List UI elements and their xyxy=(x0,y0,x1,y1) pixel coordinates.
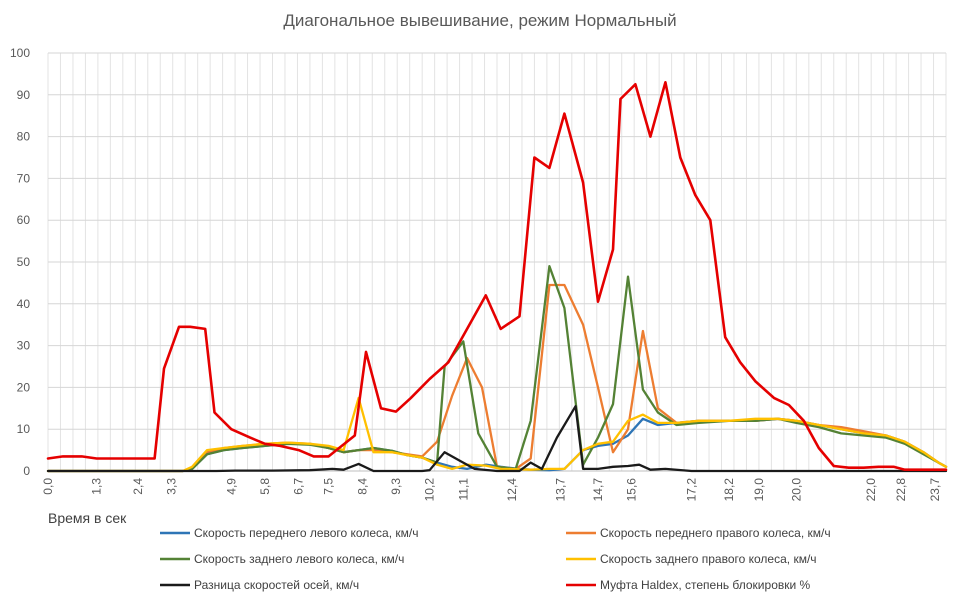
x-tick-label: 11,1 xyxy=(456,478,470,501)
legend-label: Скорость заднего левого колеса, км/ч xyxy=(194,552,404,566)
legend-label: Скорость переднего правого колеса, км/ч xyxy=(600,526,831,540)
x-tick-label: 7,5 xyxy=(322,478,336,495)
x-tick-label: 8,4 xyxy=(355,478,369,495)
legend-label: Скорость переднего левого колеса, км/ч xyxy=(194,526,418,540)
y-tick-label: 60 xyxy=(17,213,31,227)
x-tick-label: 10,2 xyxy=(423,478,437,502)
series-line xyxy=(46,81,948,472)
y-tick-label: 90 xyxy=(17,88,31,102)
x-tick-label: 22,0 xyxy=(864,478,878,502)
y-tick-label: 80 xyxy=(17,130,31,144)
x-tick-label: 23,7 xyxy=(928,478,942,502)
x-tick-label: 20,0 xyxy=(789,478,803,502)
x-tick-label: 14,7 xyxy=(591,478,605,502)
legend: Скорость переднего левого колеса, км/ч Ск… xyxy=(160,526,831,592)
y-tick-label: 40 xyxy=(17,297,31,311)
series-line xyxy=(46,396,948,473)
series-line xyxy=(46,405,948,473)
x-tick-label: 13,7 xyxy=(554,478,568,502)
legend-label: Скорость заднего правого колеса, км/ч xyxy=(600,552,817,566)
x-tick-label: 22,8 xyxy=(894,478,908,502)
x-tick-label: 5,8 xyxy=(258,478,272,495)
x-tick-label: 1,3 xyxy=(90,478,104,495)
x-axis-label: Время в сек xyxy=(48,510,127,526)
series-lines xyxy=(46,81,948,473)
y-tick-label: 30 xyxy=(17,339,31,353)
x-tick-label: 0,0 xyxy=(41,478,55,495)
y-tick-label: 70 xyxy=(17,171,31,185)
y-axis-ticks: 0 10 20 30 40 50 60 70 80 90 100 xyxy=(10,46,30,478)
y-tick-label: 10 xyxy=(17,422,31,436)
y-tick-label: 100 xyxy=(10,46,30,60)
x-tick-label: 2,4 xyxy=(131,478,145,495)
y-tick-label: 0 xyxy=(23,464,30,478)
x-tick-label: 3,3 xyxy=(164,478,178,495)
x-tick-label: 15,6 xyxy=(625,478,639,502)
x-tick-label: 12,4 xyxy=(505,478,519,502)
x-axis-ticks: 0,0 1,3 2,4 3,3 4,9 5,8 6,7 7,5 8,4 9,3 10,2 11,1 12… xyxy=(41,478,942,502)
y-tick-label: 50 xyxy=(17,255,31,269)
x-tick-label: 9,3 xyxy=(389,478,403,495)
chart-title: Диагональное вывешивание, режим Нормальн… xyxy=(283,11,676,30)
x-tick-label: 19,0 xyxy=(752,478,766,502)
x-tick-label: 4,9 xyxy=(224,478,238,495)
legend-label: Муфта Haldex, степень блокировки % xyxy=(600,578,811,592)
legend-label: Разница скоростей осей, км/ч xyxy=(194,578,359,592)
x-tick-label: 18,2 xyxy=(722,478,736,502)
y-tick-label: 20 xyxy=(17,380,31,394)
x-tick-label: 17,2 xyxy=(685,478,699,502)
x-tick-label: 6,7 xyxy=(292,478,306,495)
grid xyxy=(47,52,947,472)
